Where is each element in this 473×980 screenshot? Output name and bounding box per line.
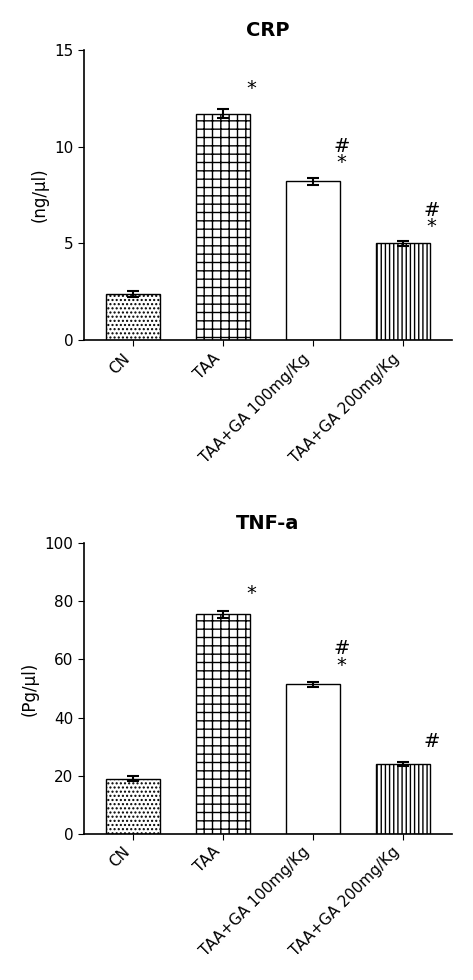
Text: #: #: [423, 732, 440, 751]
Bar: [106, 294, 160, 340]
Bar: [196, 114, 250, 340]
Text: #: #: [333, 137, 350, 156]
Title: TNF-a: TNF-a: [236, 514, 299, 533]
Bar: [196, 614, 250, 834]
Y-axis label: (Pg/μl): (Pg/μl): [21, 662, 39, 715]
Bar: [286, 684, 340, 834]
Title: CRP: CRP: [246, 21, 289, 40]
Bar: [286, 181, 340, 340]
Text: *: *: [247, 79, 257, 98]
Y-axis label: (ng/μl): (ng/μl): [30, 168, 48, 222]
Text: #: #: [333, 639, 350, 658]
Text: *: *: [247, 584, 257, 603]
Text: *: *: [337, 657, 347, 675]
Bar: [376, 764, 429, 834]
Text: #: #: [423, 201, 440, 220]
Text: *: *: [427, 217, 437, 235]
Bar: [106, 778, 160, 834]
Bar: [376, 243, 429, 340]
Text: *: *: [337, 153, 347, 172]
